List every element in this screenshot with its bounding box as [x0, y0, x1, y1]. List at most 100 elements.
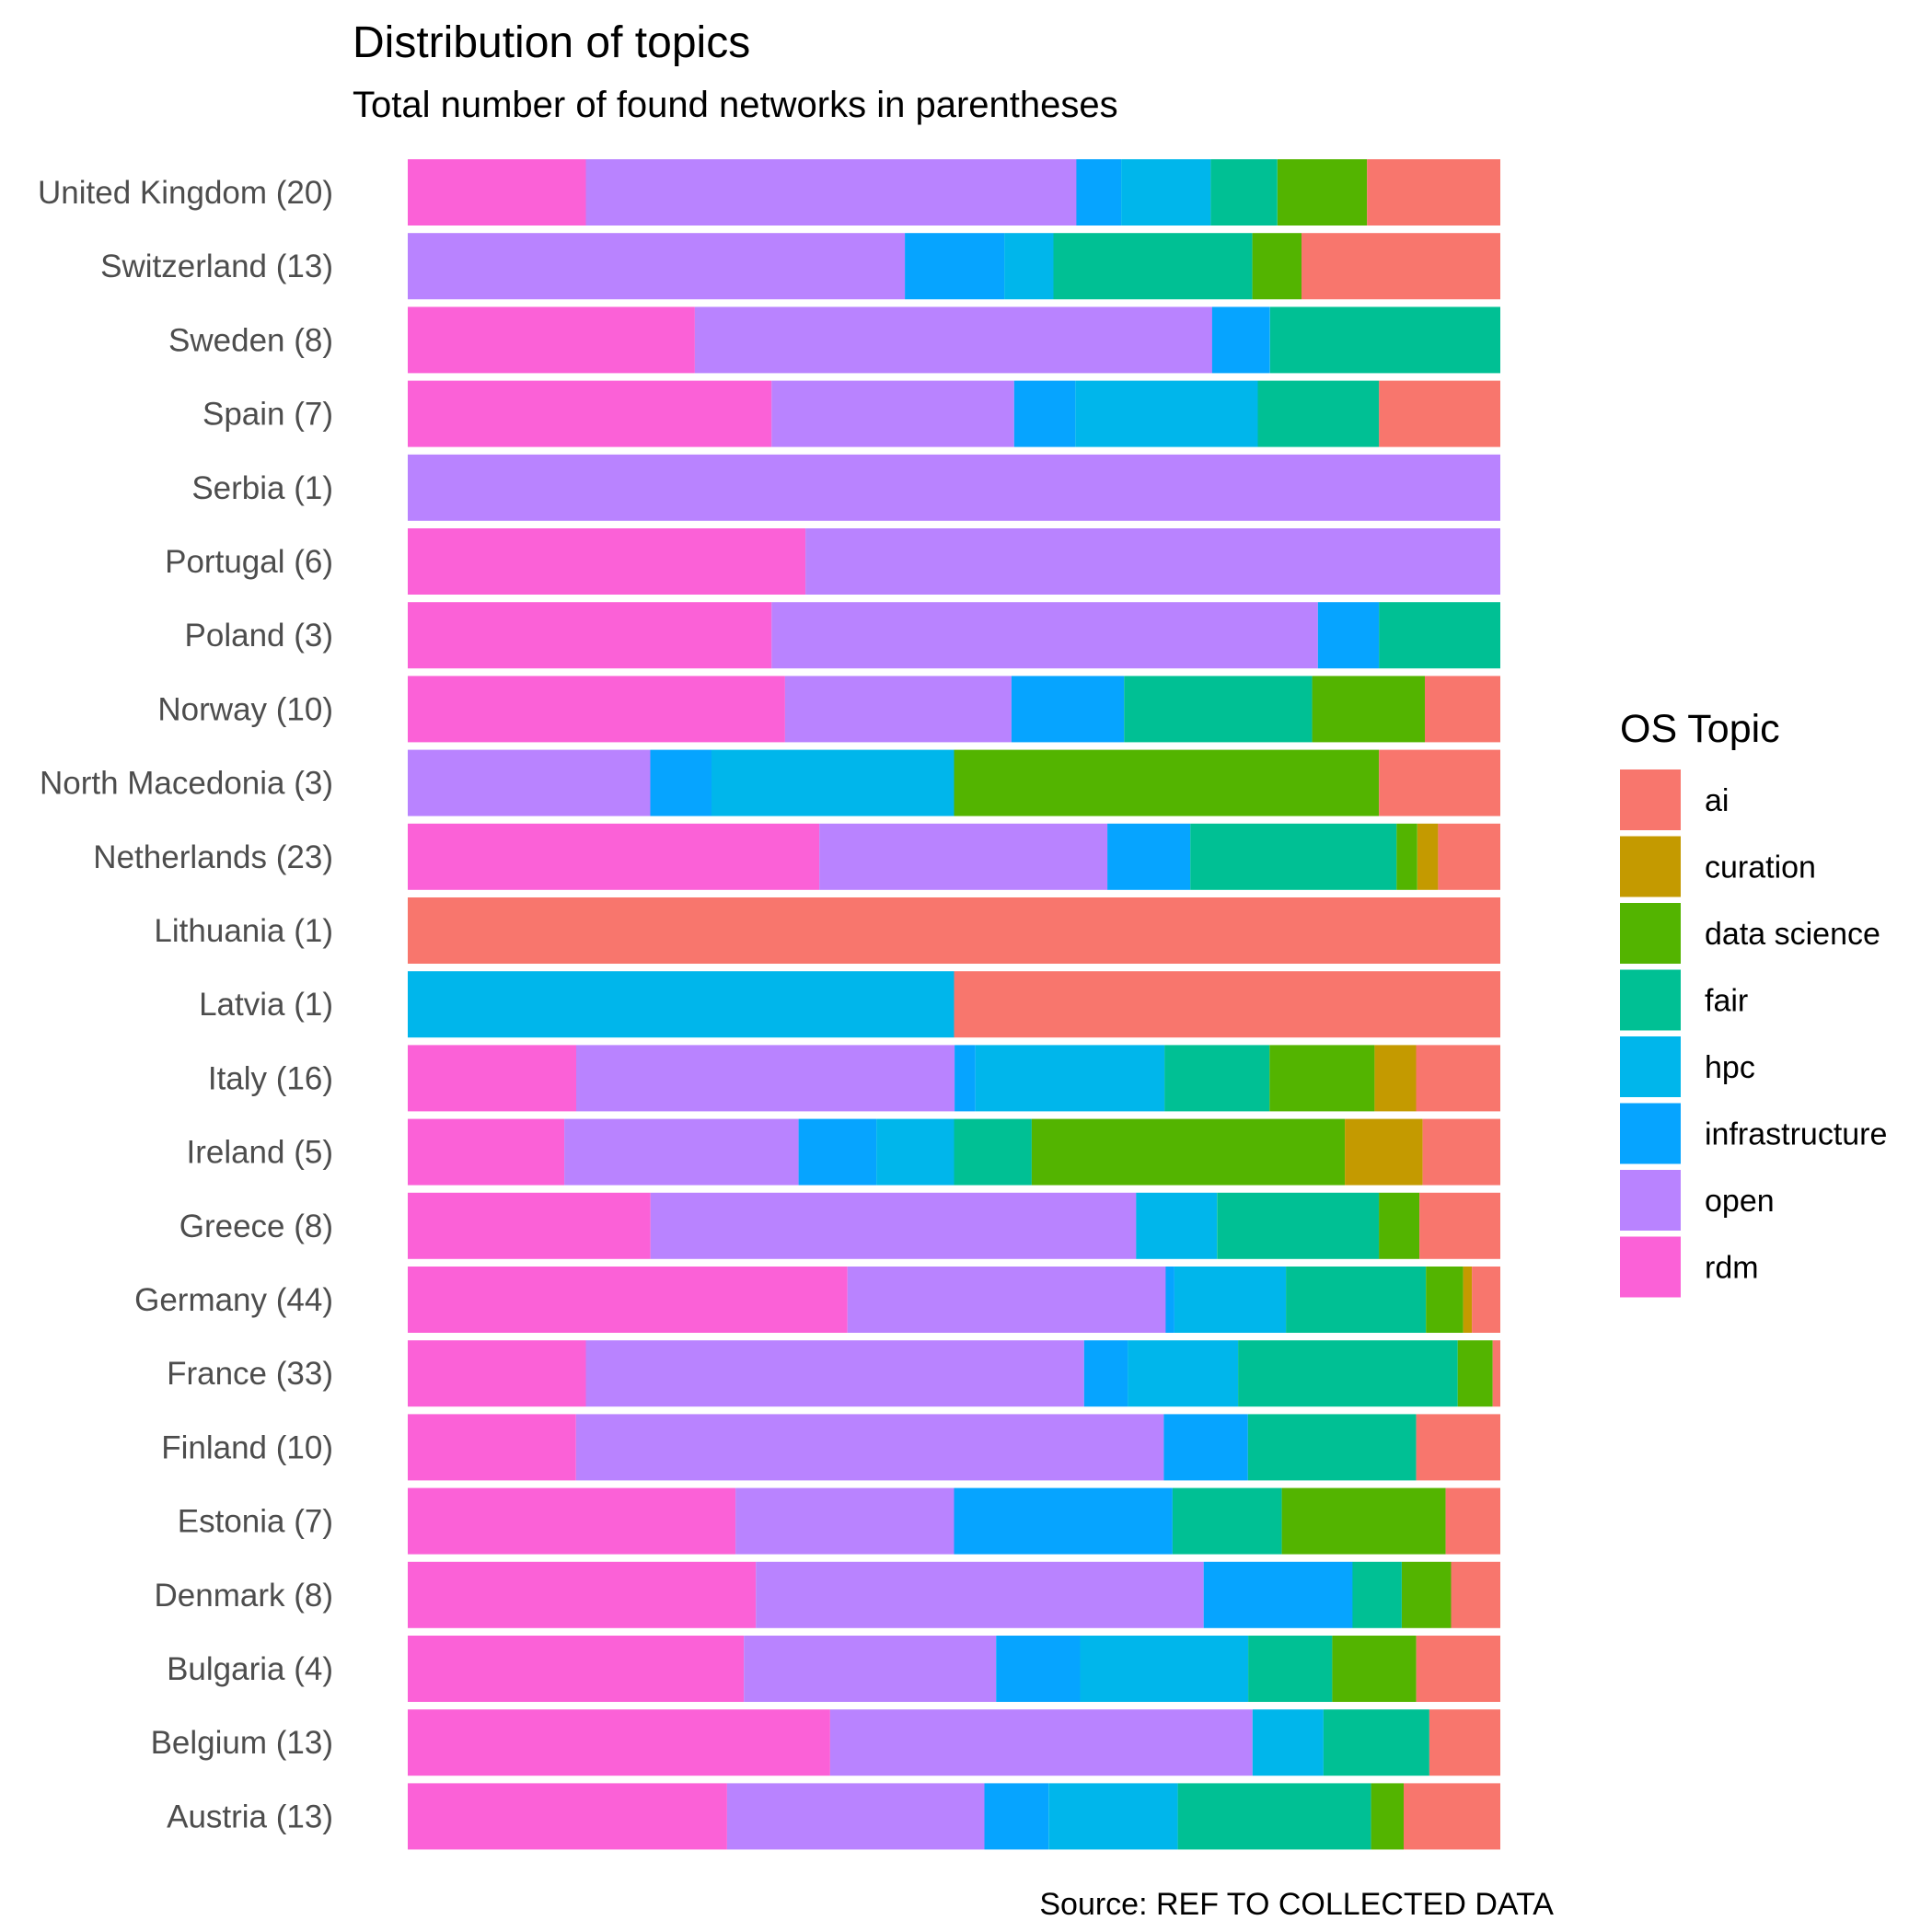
- bar-segment-finland-10-ai: [1416, 1414, 1500, 1481]
- bar-segment-france-33-rdm: [408, 1340, 586, 1407]
- y-tick-label: North Macedonia (3): [40, 766, 333, 802]
- legend-title: OS Topic: [1620, 707, 1780, 751]
- bar-segment-austria-13-rdm: [408, 1783, 727, 1850]
- y-tick-label: Estonia (7): [178, 1504, 333, 1540]
- bar-segment-bulgaria-4-infrastructure: [996, 1636, 1081, 1702]
- bar-segment-bulgaria-4-data-science: [1332, 1636, 1417, 1702]
- bar-segment-france-33-fair: [1238, 1340, 1458, 1407]
- bar-segment-greece-8-ai: [1419, 1192, 1500, 1259]
- bar-segment-poland-3-infrastructure: [1317, 602, 1380, 669]
- bar-segment-italy-16-curation: [1374, 1045, 1417, 1112]
- bar-segment-north-macedonia-3-ai: [1379, 749, 1500, 816]
- bar-segment-estonia-7-data-science: [1281, 1487, 1446, 1555]
- legend-label-fair: fair: [1705, 984, 1748, 1019]
- bar-segment-belgium-13-hpc: [1252, 1709, 1324, 1776]
- bar-segment-norway-10-data-science: [1312, 676, 1425, 743]
- bar-segment-united-kingdom-20-ai: [1367, 159, 1500, 226]
- bar-segment-sweden-8-fair: [1269, 307, 1500, 374]
- bar-segment-estonia-7-open: [735, 1487, 954, 1555]
- bar-segment-france-33-ai: [1492, 1340, 1500, 1407]
- bar-segment-netherlands-23-infrastructure: [1107, 823, 1191, 890]
- y-tick-label: Switzerland (13): [100, 249, 333, 284]
- y-tick-label: Ireland (5): [186, 1135, 333, 1171]
- bar-segment-belgium-13-open: [829, 1709, 1253, 1776]
- legend-swatch-fair: [1620, 969, 1681, 1031]
- legend-label-data-science: data science: [1705, 917, 1880, 952]
- legend-swatch-open: [1620, 1170, 1681, 1231]
- bar-segment-bulgaria-4-open: [744, 1636, 997, 1702]
- bar-segment-austria-13-ai: [1404, 1783, 1500, 1850]
- bar-segment-germany-44-rdm: [408, 1267, 848, 1333]
- bar-segment-denmark-8-infrastructure: [1203, 1561, 1353, 1628]
- y-tick-label: Bulgaria (4): [167, 1651, 333, 1687]
- bar-segment-spain-7-infrastructure: [1013, 380, 1076, 447]
- bar-segment-united-kingdom-20-rdm: [408, 159, 586, 226]
- bar-segment-italy-16-hpc: [975, 1045, 1165, 1112]
- bar-segment-austria-13-infrastructure: [984, 1783, 1049, 1850]
- y-tick-label: Greece (8): [179, 1209, 333, 1244]
- y-tick-label: Austria (13): [167, 1799, 333, 1834]
- bar-segment-greece-8-open: [650, 1192, 1137, 1259]
- bar-segment-switzerland-13-data-science: [1252, 233, 1301, 300]
- bar-segment-estonia-7-ai: [1445, 1487, 1500, 1555]
- bar-segment-united-kingdom-20-infrastructure: [1076, 159, 1122, 226]
- bar-segment-switzerland-13-hpc: [1004, 233, 1054, 300]
- legend-swatch-hpc: [1620, 1036, 1681, 1097]
- bar-segment-bulgaria-4-rdm: [408, 1636, 745, 1702]
- bar-segment-germany-44-data-science: [1426, 1267, 1463, 1333]
- y-tick-label: France (33): [167, 1356, 333, 1392]
- chart-caption: Source: REF TO COLLECTED DATA: [1039, 1887, 1554, 1922]
- bar-segment-united-kingdom-20-hpc: [1121, 159, 1211, 226]
- bar-segment-germany-44-curation: [1463, 1267, 1473, 1333]
- bar-segment-switzerland-13-infrastructure: [905, 233, 1005, 300]
- y-tick-label: Lithuania (1): [154, 913, 333, 949]
- bar-segment-austria-13-hpc: [1048, 1783, 1178, 1850]
- bar-segment-poland-3-fair: [1379, 602, 1500, 669]
- bar-segment-france-33-hpc: [1128, 1340, 1239, 1407]
- bar-segment-ireland-5-fair: [954, 1118, 1032, 1186]
- legend-label-open: open: [1705, 1184, 1775, 1219]
- bar-segment-germany-44-ai: [1472, 1267, 1500, 1333]
- legend-label-rdm: rdm: [1705, 1251, 1759, 1286]
- bar-segment-ireland-5-infrastructure: [798, 1118, 876, 1186]
- bar-segment-norway-10-infrastructure: [1011, 676, 1125, 743]
- y-tick-label: Sweden (8): [168, 322, 333, 358]
- bar-segment-italy-16-data-science: [1269, 1045, 1375, 1112]
- bar-segment-ireland-5-hpc: [876, 1118, 954, 1186]
- bar-segment-france-33-infrastructure: [1083, 1340, 1128, 1407]
- bar-segment-denmark-8-data-science: [1402, 1561, 1452, 1628]
- legend: OS Topic ai curation data science fair hpc in…: [1620, 707, 1887, 1298]
- bar-segment-greece-8-hpc: [1136, 1192, 1218, 1259]
- bar-segment-greece-8-rdm: [408, 1192, 651, 1259]
- bar-segment-spain-7-ai: [1379, 380, 1500, 447]
- bar-segment-north-macedonia-3-hpc: [711, 749, 954, 816]
- bar-segment-netherlands-23-open: [819, 823, 1108, 890]
- legend-swatch-rdm: [1620, 1236, 1681, 1298]
- legend-swatch-ai: [1620, 769, 1681, 830]
- legend-label-hpc: hpc: [1705, 1050, 1755, 1085]
- y-tick-label: Latvia (1): [199, 987, 333, 1023]
- bar-segment-switzerland-13-ai: [1301, 233, 1500, 300]
- bar-segment-ireland-5-open: [564, 1118, 799, 1186]
- chart-subtitle: Total number of found networks in parent…: [353, 85, 1118, 125]
- bar-segment-france-33-open: [585, 1340, 1084, 1407]
- bar-segment-germany-44-infrastructure: [1165, 1267, 1174, 1333]
- bar-segment-denmark-8-fair: [1352, 1561, 1402, 1628]
- y-tick-label: Serbia (1): [191, 470, 333, 506]
- bar-segment-estonia-7-rdm: [408, 1487, 736, 1555]
- legend-label-infrastructure: infrastructure: [1705, 1117, 1887, 1152]
- legend-label-curation: curation: [1705, 850, 1816, 885]
- y-tick-label: Germany (44): [134, 1282, 333, 1318]
- bar-segment-greece-8-data-science: [1379, 1192, 1420, 1259]
- bar-segment-norway-10-open: [784, 676, 1012, 743]
- bar-segment-germany-44-open: [847, 1267, 1166, 1333]
- bar-segment-united-kingdom-20-data-science: [1277, 159, 1368, 226]
- bar-segment-spain-7-hpc: [1075, 380, 1258, 447]
- bar-segment-finland-10-open: [575, 1414, 1164, 1481]
- bar-segment-bulgaria-4-hpc: [1080, 1636, 1249, 1702]
- bar-segment-switzerland-13-open: [408, 233, 906, 300]
- bar-segment-sweden-8-open: [694, 307, 1212, 374]
- bar-segment-italy-16-fair: [1164, 1045, 1270, 1112]
- bar-segment-north-macedonia-3-data-science: [954, 749, 1380, 816]
